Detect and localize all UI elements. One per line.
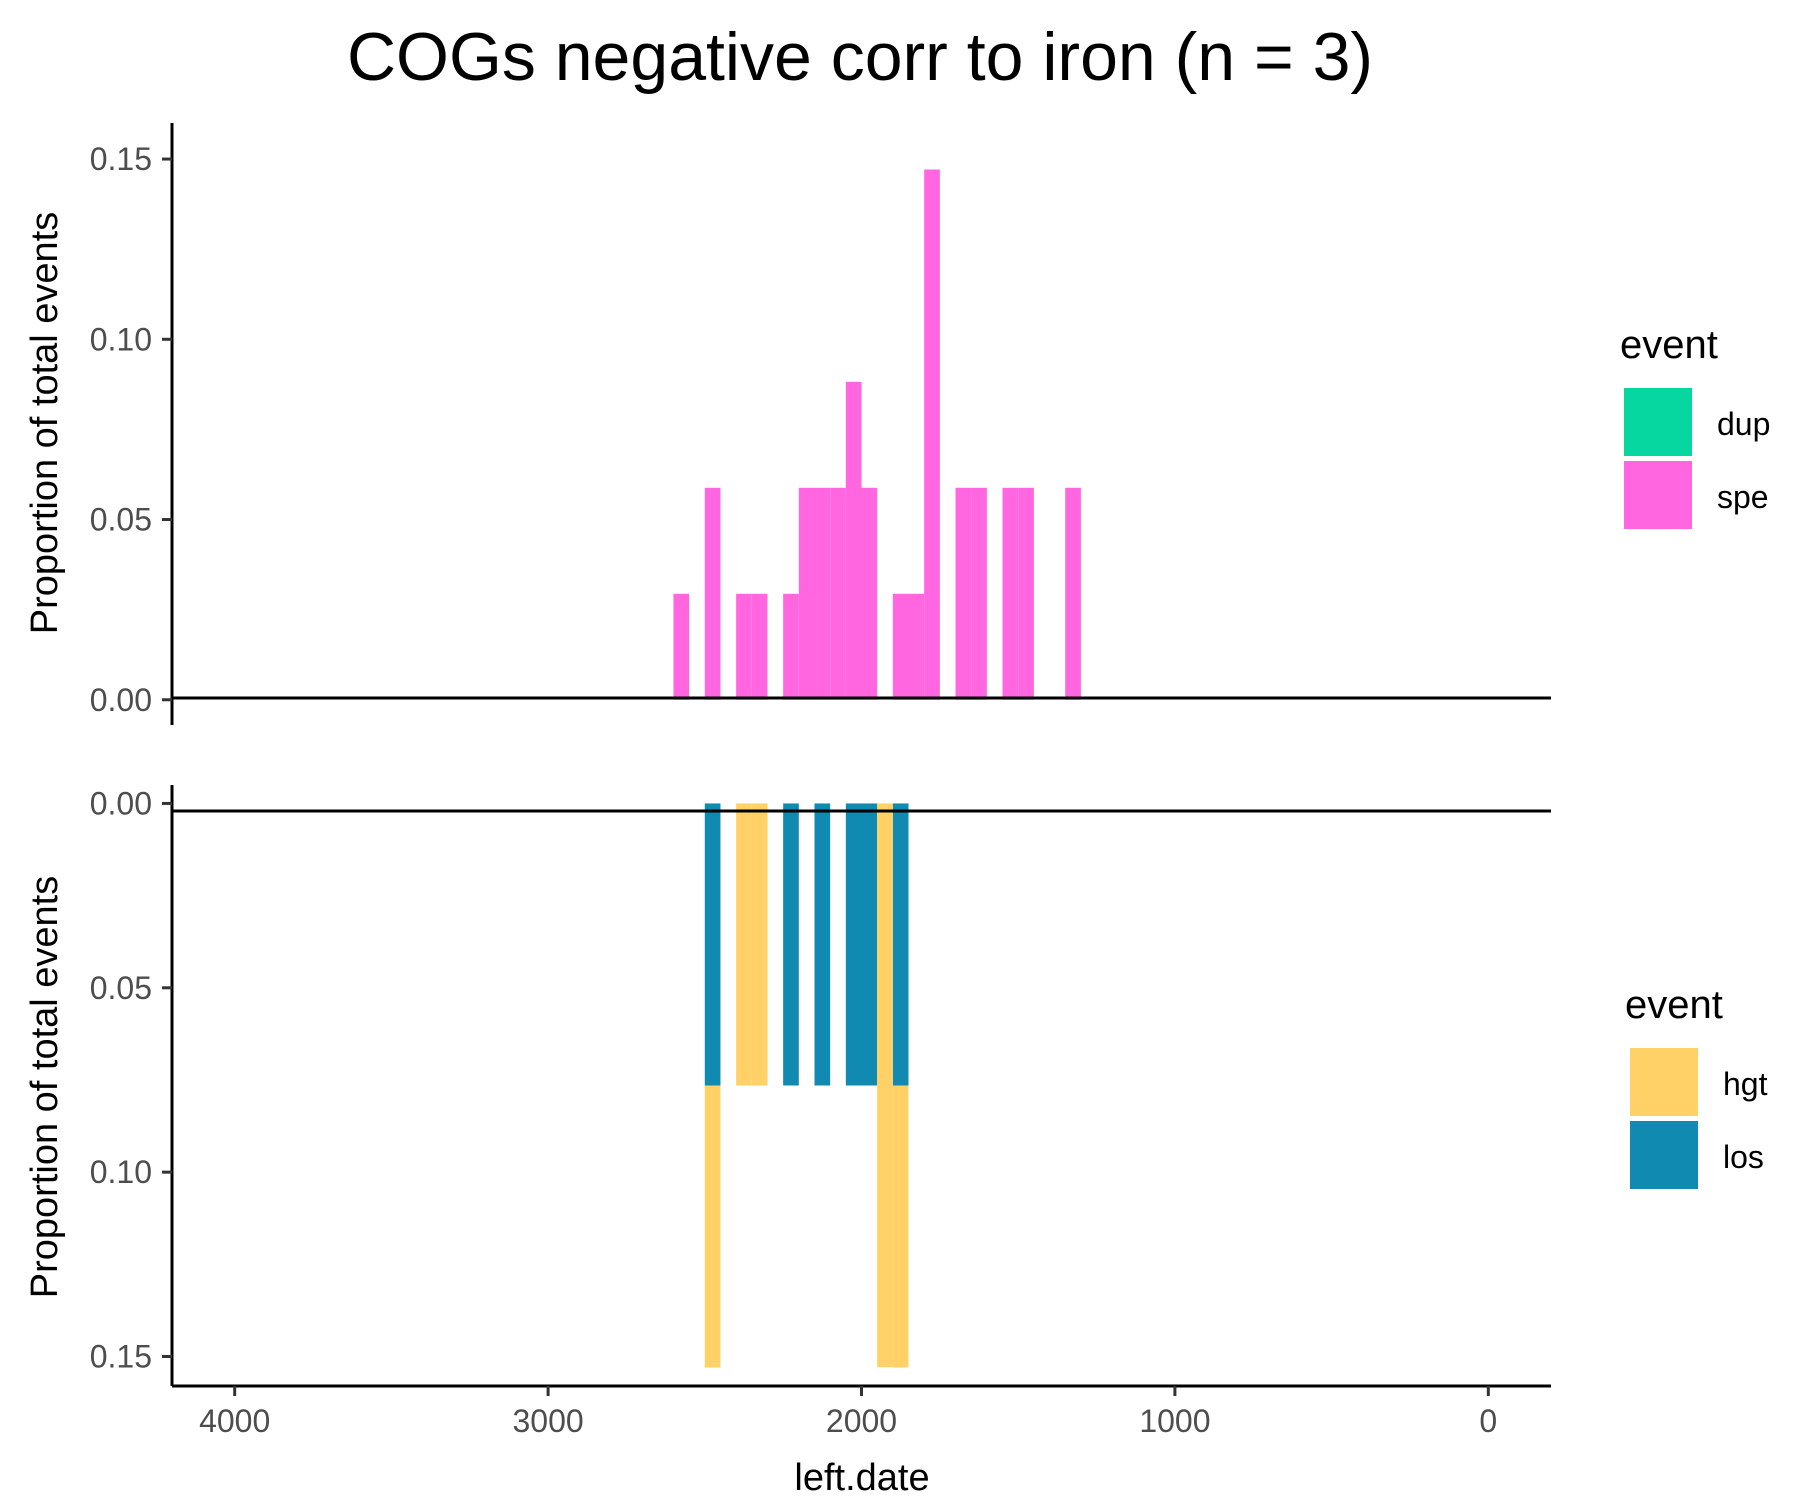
bottom-panel: 0.00 0.05 0.10 0.15 4000 3000 2000 1000 0 Propo… [24, 785, 1551, 1499]
top-legend: event dup spe [1620, 323, 1770, 529]
top-bar-spe [971, 487, 987, 700]
bottom-bar-los [892, 803, 909, 1086]
x-ticks: 4000 3000 2000 1000 0 [199, 1386, 1497, 1439]
top-panel: 0.00 0.05 0.10 0.15 Proportion of total eve… [24, 123, 1551, 725]
top-bar-spe [1002, 487, 1019, 700]
legend-swatch-hgt [1630, 1048, 1698, 1116]
top-bar-spe [845, 381, 862, 700]
top-bar-spe [830, 487, 846, 700]
x-tick-label: 0 [1479, 1403, 1497, 1439]
top-bar-spe [814, 487, 831, 700]
top-y-axis-title: Proportion of total events [24, 212, 66, 634]
legend-label-hgt: hgt [1723, 1066, 1768, 1102]
legend-label-spe: spe [1717, 479, 1769, 515]
bottom-bar-hgt [892, 1085, 909, 1368]
top-y-ticks: 0.00 0.05 0.10 0.15 [90, 141, 172, 718]
top-y-tick-label: 0.10 [90, 321, 152, 357]
bottom-bar-hgt [751, 803, 768, 1086]
bottom-bar-hgt [704, 1085, 721, 1368]
x-tick-label: 3000 [512, 1403, 583, 1439]
bottom-y-tick-label: 0.05 [90, 970, 152, 1006]
bottom-bars [704, 803, 909, 1368]
top-bar-spe [924, 169, 940, 700]
bottom-y-ticks: 0.00 0.05 0.10 0.15 [90, 785, 172, 1375]
bottom-bar-hgt [877, 803, 893, 1368]
top-y-tick-label: 0.05 [90, 502, 152, 538]
x-tick-label: 2000 [826, 1403, 897, 1439]
bottom-bar-los [704, 803, 721, 1086]
top-bar-spe [861, 487, 878, 700]
legend-label-los: los [1723, 1139, 1764, 1175]
bottom-y-tick-label: 0.10 [90, 1154, 152, 1190]
top-y-tick-label: 0.00 [90, 682, 152, 718]
bottom-y-tick-label: 0.15 [90, 1339, 152, 1375]
chart-title: COGs negative corr to iron (n = 3) [347, 19, 1373, 95]
top-bar-spe [751, 593, 768, 700]
bottom-legend-title: event [1625, 983, 1723, 1027]
bottom-y-axis-title: Proportion of total events [24, 876, 66, 1298]
top-bar-spe [955, 487, 972, 700]
x-tick-label: 1000 [1139, 1403, 1210, 1439]
legend-swatch-los [1630, 1121, 1698, 1189]
x-tick-label: 4000 [199, 1403, 270, 1439]
x-axis-title: left.date [794, 1457, 929, 1499]
bottom-bar-los [783, 803, 799, 1086]
legend-swatch-dup [1624, 388, 1692, 456]
top-bar-spe [736, 593, 752, 700]
bottom-bar-los [814, 803, 831, 1086]
bottom-bar-los [861, 803, 878, 1086]
top-bar-spe [892, 593, 909, 700]
top-bar-spe [673, 593, 690, 700]
top-bars [673, 169, 1081, 700]
legend-swatch-spe [1624, 461, 1692, 529]
bottom-legend: event hgt los [1625, 983, 1768, 1189]
legend-label-dup: dup [1717, 406, 1770, 442]
top-legend-title: event [1620, 323, 1718, 367]
bottom-y-tick-label: 0.00 [90, 785, 152, 821]
bottom-bar-hgt [736, 803, 752, 1086]
top-y-tick-label: 0.15 [90, 141, 152, 177]
top-bar-spe [704, 487, 721, 700]
top-bar-spe [798, 487, 815, 700]
top-bar-spe [908, 593, 925, 700]
top-bar-spe [1018, 487, 1034, 700]
top-bar-spe [1065, 487, 1081, 700]
bottom-bar-los [845, 803, 862, 1086]
top-bar-spe [783, 593, 799, 700]
